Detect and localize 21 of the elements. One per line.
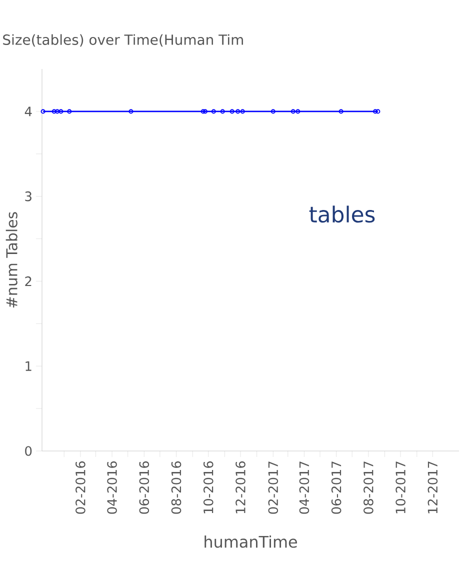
- x-tick-label: 04-2016: [107, 461, 117, 514]
- x-tick-label: 04-2017: [299, 462, 310, 514]
- annotation: tables: [309, 206, 375, 223]
- x-tick-label: 06-2017: [331, 462, 342, 514]
- x-tick-label: 10-2016: [203, 461, 214, 514]
- x-tick-label: 02-2016: [76, 461, 86, 514]
- x-axis-title: humanTime: [204, 535, 297, 548]
- y-tick-label: 2: [25, 276, 32, 286]
- y-tick-label: 4: [24, 106, 32, 116]
- y-tick-label: 3: [25, 191, 32, 202]
- x-tick-label: 12-2016: [236, 461, 246, 514]
- x-tick-label: 10-2017: [396, 462, 406, 514]
- x-tick-label: 12-2017: [428, 462, 438, 514]
- chart-title: Size(tables) over Time(Human Tim: [3, 34, 243, 47]
- x-tick-label: 08-2016: [171, 461, 182, 514]
- x-tick-label: 06-2016: [139, 461, 150, 514]
- y-axis-title: #num Tables: [6, 212, 18, 308]
- x-tick-label: 02-2017: [268, 462, 278, 514]
- x-tick-label: 08-2017: [364, 462, 374, 514]
- y-tick-label: 1: [26, 361, 32, 371]
- y-tick-label: 0: [25, 446, 32, 456]
